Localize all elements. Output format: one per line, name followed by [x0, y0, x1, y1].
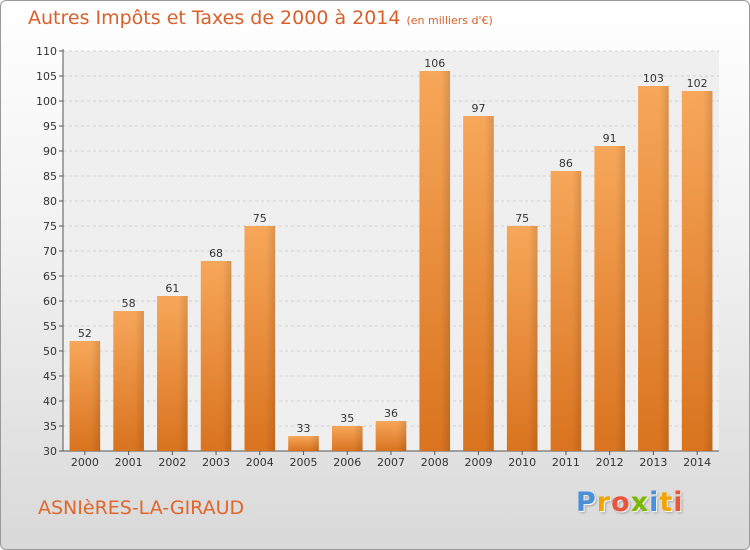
y-tick-label: 35: [43, 420, 57, 433]
bar-shade: [113, 311, 144, 451]
y-tick-label: 105: [36, 70, 57, 83]
x-tick-label: 2011: [552, 456, 580, 469]
bar-value-label: 86: [559, 157, 573, 170]
y-tick-label: 110: [36, 45, 57, 58]
y-tick-label: 90: [43, 145, 57, 158]
bar-value-label: 35: [340, 412, 354, 425]
logo-letter: o: [611, 487, 631, 518]
x-tick-label: 2005: [290, 456, 318, 469]
bar-value-label: 61: [165, 282, 179, 295]
bar-shade: [157, 296, 188, 451]
y-tick-label: 95: [43, 120, 57, 133]
x-tick-label: 2013: [639, 456, 667, 469]
proxiti-logo: Proxiti: [576, 487, 684, 518]
chart-title-text: Autres Impôts et Taxes de 2000 à 2014: [28, 7, 401, 29]
x-tick-label: 2001: [115, 456, 143, 469]
x-tick-label: 2002: [158, 456, 186, 469]
x-tick-label: 2009: [464, 456, 492, 469]
logo-letter: t: [659, 487, 674, 518]
bar-value-label: 68: [209, 247, 223, 260]
y-tick-label: 75: [43, 220, 57, 233]
x-tick-label: 2006: [333, 456, 361, 469]
bar-shade: [331, 426, 363, 451]
bar-shade: [69, 341, 101, 451]
y-tick-label: 55: [43, 320, 57, 333]
bar-shade: [463, 116, 494, 451]
logo-letter: i: [649, 487, 660, 518]
bar-value-label: 97: [471, 102, 485, 115]
logo-letter: i: [673, 487, 684, 518]
x-tick-label: 2000: [71, 456, 99, 469]
logo-letter: x: [630, 487, 650, 518]
y-tick-label: 80: [43, 195, 57, 208]
bar-value-label: 58: [122, 297, 136, 310]
logo-letter: r: [596, 487, 612, 518]
bar-shade: [506, 226, 538, 451]
bar-shade: [594, 146, 625, 451]
bar-value-label: 103: [643, 72, 664, 85]
bar-value-label: 75: [515, 212, 529, 225]
x-tick-label: 2008: [421, 456, 449, 469]
bar-value-label: 75: [253, 212, 267, 225]
bar-shade: [375, 421, 407, 451]
x-tick-label: 2003: [202, 456, 230, 469]
commune-name: ASNIèRES-LA-GIRAUD: [38, 497, 245, 519]
bar-shade: [638, 86, 669, 451]
y-tick-label: 100: [36, 95, 57, 108]
x-tick-label: 2012: [596, 456, 624, 469]
chart-subtitle: (en milliers d'€): [406, 14, 493, 27]
y-tick-label: 70: [43, 245, 57, 258]
bar-value-label: 33: [297, 422, 311, 435]
y-tick-label: 60: [43, 295, 57, 308]
y-tick-label: 40: [43, 395, 57, 408]
bar-shade: [244, 226, 276, 451]
bar-shade: [681, 91, 713, 451]
y-tick-label: 65: [43, 270, 57, 283]
bar-value-label: 36: [384, 407, 398, 420]
y-tick-label: 45: [43, 370, 57, 383]
x-tick-label: 2004: [246, 456, 274, 469]
bar-value-label: 102: [687, 77, 708, 90]
bar-shade: [550, 171, 582, 451]
bar-value-label: 52: [78, 327, 92, 340]
logo-letter: P: [576, 487, 597, 518]
x-tick-label: 2007: [377, 456, 405, 469]
x-tick-label: 2014: [683, 456, 711, 469]
bar-shade: [200, 261, 232, 451]
chart-title: Autres Impôts et Taxes de 2000 à 2014 (en…: [28, 7, 493, 29]
y-tick-label: 30: [43, 445, 57, 458]
y-tick-label: 85: [43, 170, 57, 183]
bar-value-label: 91: [603, 132, 617, 145]
bar-shade: [419, 71, 451, 451]
bar-shade: [288, 436, 319, 451]
y-tick-label: 50: [43, 345, 57, 358]
bar-value-label: 106: [424, 57, 445, 70]
x-tick-label: 2010: [508, 456, 536, 469]
